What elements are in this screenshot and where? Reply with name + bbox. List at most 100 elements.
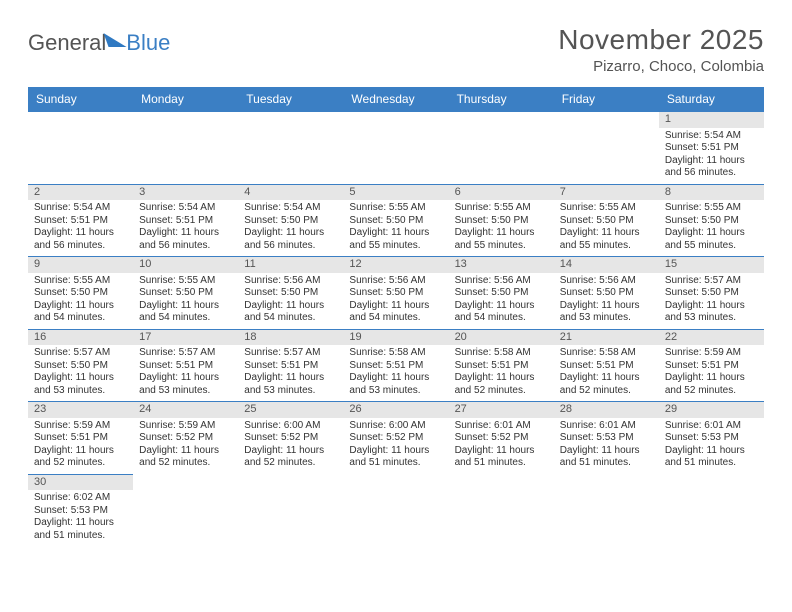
day-number: 15 — [665, 258, 677, 270]
day-number-cell: 23 — [28, 402, 133, 418]
calendar-body: 1Sunrise: 5:54 AMSunset: 5:51 PMDaylight… — [28, 112, 764, 547]
day-number-cell: 12 — [343, 257, 448, 273]
day-number-row: 16171819202122 — [28, 329, 764, 345]
sunrise-line: Sunrise: 5:55 AM — [139, 275, 232, 288]
sunset-line: Sunset: 5:51 PM — [34, 432, 127, 445]
sunset-line: Sunset: 5:52 PM — [349, 432, 442, 445]
sunset-line: Sunset: 5:50 PM — [34, 360, 127, 373]
sunset-line: Sunset: 5:50 PM — [349, 287, 442, 300]
day-number-cell: 30 — [28, 474, 133, 490]
daylight-line: Daylight: 11 hours and 56 minutes. — [665, 155, 758, 180]
sunset-line: Sunset: 5:53 PM — [34, 505, 127, 518]
day-number-cell: 14 — [554, 257, 659, 273]
sunset-line: Sunset: 5:52 PM — [244, 432, 337, 445]
day-number-cell: 25 — [238, 402, 343, 418]
sunrise-line: Sunrise: 5:56 AM — [349, 275, 442, 288]
day-number: 26 — [349, 403, 361, 415]
sunrise-line: Sunrise: 6:01 AM — [455, 420, 548, 433]
day-number-cell: 24 — [133, 402, 238, 418]
day-number-cell: 17 — [133, 329, 238, 345]
sunset-line: Sunset: 5:51 PM — [665, 360, 758, 373]
day-number: 2 — [34, 186, 40, 198]
day-data-cell — [133, 128, 238, 185]
sunset-line: Sunset: 5:51 PM — [139, 360, 232, 373]
day-number-cell — [133, 474, 238, 490]
day-number: 14 — [560, 258, 572, 270]
daylight-line: Daylight: 11 hours and 53 minutes. — [244, 372, 337, 397]
day-number-cell: 18 — [238, 329, 343, 345]
weekday-header: Saturday — [659, 87, 764, 112]
day-data-cell: Sunrise: 5:55 AMSunset: 5:50 PMDaylight:… — [449, 200, 554, 257]
daylight-line: Daylight: 11 hours and 56 minutes. — [244, 227, 337, 252]
daylight-line: Daylight: 11 hours and 56 minutes. — [139, 227, 232, 252]
sunset-line: Sunset: 5:50 PM — [665, 215, 758, 228]
daylight-line: Daylight: 11 hours and 51 minutes. — [34, 517, 127, 542]
day-number-cell — [659, 474, 764, 490]
day-number: 25 — [244, 403, 256, 415]
day-number-cell — [28, 112, 133, 128]
daylight-line: Daylight: 11 hours and 54 minutes. — [34, 300, 127, 325]
day-number: 24 — [139, 403, 151, 415]
day-data-cell: Sunrise: 5:57 AMSunset: 5:50 PMDaylight:… — [659, 273, 764, 330]
day-number-cell: 16 — [28, 329, 133, 345]
sunset-line: Sunset: 5:50 PM — [560, 287, 653, 300]
sunrise-line: Sunrise: 5:59 AM — [139, 420, 232, 433]
day-number: 1 — [665, 113, 671, 125]
day-data-cell: Sunrise: 5:55 AMSunset: 5:50 PMDaylight:… — [343, 200, 448, 257]
weekday-header: Wednesday — [343, 87, 448, 112]
sunset-line: Sunset: 5:50 PM — [244, 287, 337, 300]
day-data-row: Sunrise: 5:54 AMSunset: 5:51 PMDaylight:… — [28, 128, 764, 185]
sunrise-line: Sunrise: 5:54 AM — [34, 202, 127, 215]
weekday-header: Friday — [554, 87, 659, 112]
sunrise-line: Sunrise: 5:55 AM — [34, 275, 127, 288]
day-number: 27 — [455, 403, 467, 415]
sunrise-line: Sunrise: 5:56 AM — [560, 275, 653, 288]
sunset-line: Sunset: 5:53 PM — [560, 432, 653, 445]
day-number-cell: 1 — [659, 112, 764, 128]
daylight-line: Daylight: 11 hours and 52 minutes. — [455, 372, 548, 397]
sunset-line: Sunset: 5:50 PM — [34, 287, 127, 300]
sunset-line: Sunset: 5:50 PM — [455, 215, 548, 228]
day-number: 7 — [560, 186, 566, 198]
day-data-cell — [238, 490, 343, 546]
day-number: 23 — [34, 403, 46, 415]
day-number: 4 — [244, 186, 250, 198]
sunset-line: Sunset: 5:52 PM — [139, 432, 232, 445]
sunrise-line: Sunrise: 5:58 AM — [349, 347, 442, 360]
day-number-cell: 19 — [343, 329, 448, 345]
day-number-cell: 20 — [449, 329, 554, 345]
daylight-line: Daylight: 11 hours and 53 minutes. — [139, 372, 232, 397]
sunrise-line: Sunrise: 5:55 AM — [665, 202, 758, 215]
daylight-line: Daylight: 11 hours and 54 minutes. — [349, 300, 442, 325]
day-data-cell: Sunrise: 5:55 AMSunset: 5:50 PMDaylight:… — [28, 273, 133, 330]
day-data-cell — [449, 128, 554, 185]
daylight-line: Daylight: 11 hours and 53 minutes. — [34, 372, 127, 397]
sunrise-line: Sunrise: 5:57 AM — [139, 347, 232, 360]
day-number-row: 23242526272829 — [28, 402, 764, 418]
sunset-line: Sunset: 5:50 PM — [139, 287, 232, 300]
day-number-cell — [449, 474, 554, 490]
weekday-header: Tuesday — [238, 87, 343, 112]
sunrise-line: Sunrise: 5:58 AM — [560, 347, 653, 360]
day-data-cell: Sunrise: 5:55 AMSunset: 5:50 PMDaylight:… — [554, 200, 659, 257]
daylight-line: Daylight: 11 hours and 56 minutes. — [34, 227, 127, 252]
day-data-cell: Sunrise: 6:02 AMSunset: 5:53 PMDaylight:… — [28, 490, 133, 546]
day-data-cell: Sunrise: 5:59 AMSunset: 5:51 PMDaylight:… — [659, 345, 764, 402]
sunset-line: Sunset: 5:51 PM — [560, 360, 653, 373]
day-data-row: Sunrise: 5:55 AMSunset: 5:50 PMDaylight:… — [28, 273, 764, 330]
day-number: 5 — [349, 186, 355, 198]
sunrise-line: Sunrise: 5:57 AM — [244, 347, 337, 360]
day-data-cell: Sunrise: 5:54 AMSunset: 5:51 PMDaylight:… — [659, 128, 764, 185]
day-data-cell: Sunrise: 5:58 AMSunset: 5:51 PMDaylight:… — [554, 345, 659, 402]
sunrise-line: Sunrise: 6:00 AM — [244, 420, 337, 433]
calendar-table: SundayMondayTuesdayWednesdayThursdayFrid… — [28, 87, 764, 546]
day-data-cell — [238, 128, 343, 185]
day-data-row: Sunrise: 5:57 AMSunset: 5:50 PMDaylight:… — [28, 345, 764, 402]
day-number-cell: 15 — [659, 257, 764, 273]
day-data-cell: Sunrise: 5:55 AMSunset: 5:50 PMDaylight:… — [133, 273, 238, 330]
day-number: 8 — [665, 186, 671, 198]
daylight-line: Daylight: 11 hours and 53 minutes. — [349, 372, 442, 397]
day-number: 10 — [139, 258, 151, 270]
day-number: 18 — [244, 331, 256, 343]
day-data-row: Sunrise: 5:54 AMSunset: 5:51 PMDaylight:… — [28, 200, 764, 257]
